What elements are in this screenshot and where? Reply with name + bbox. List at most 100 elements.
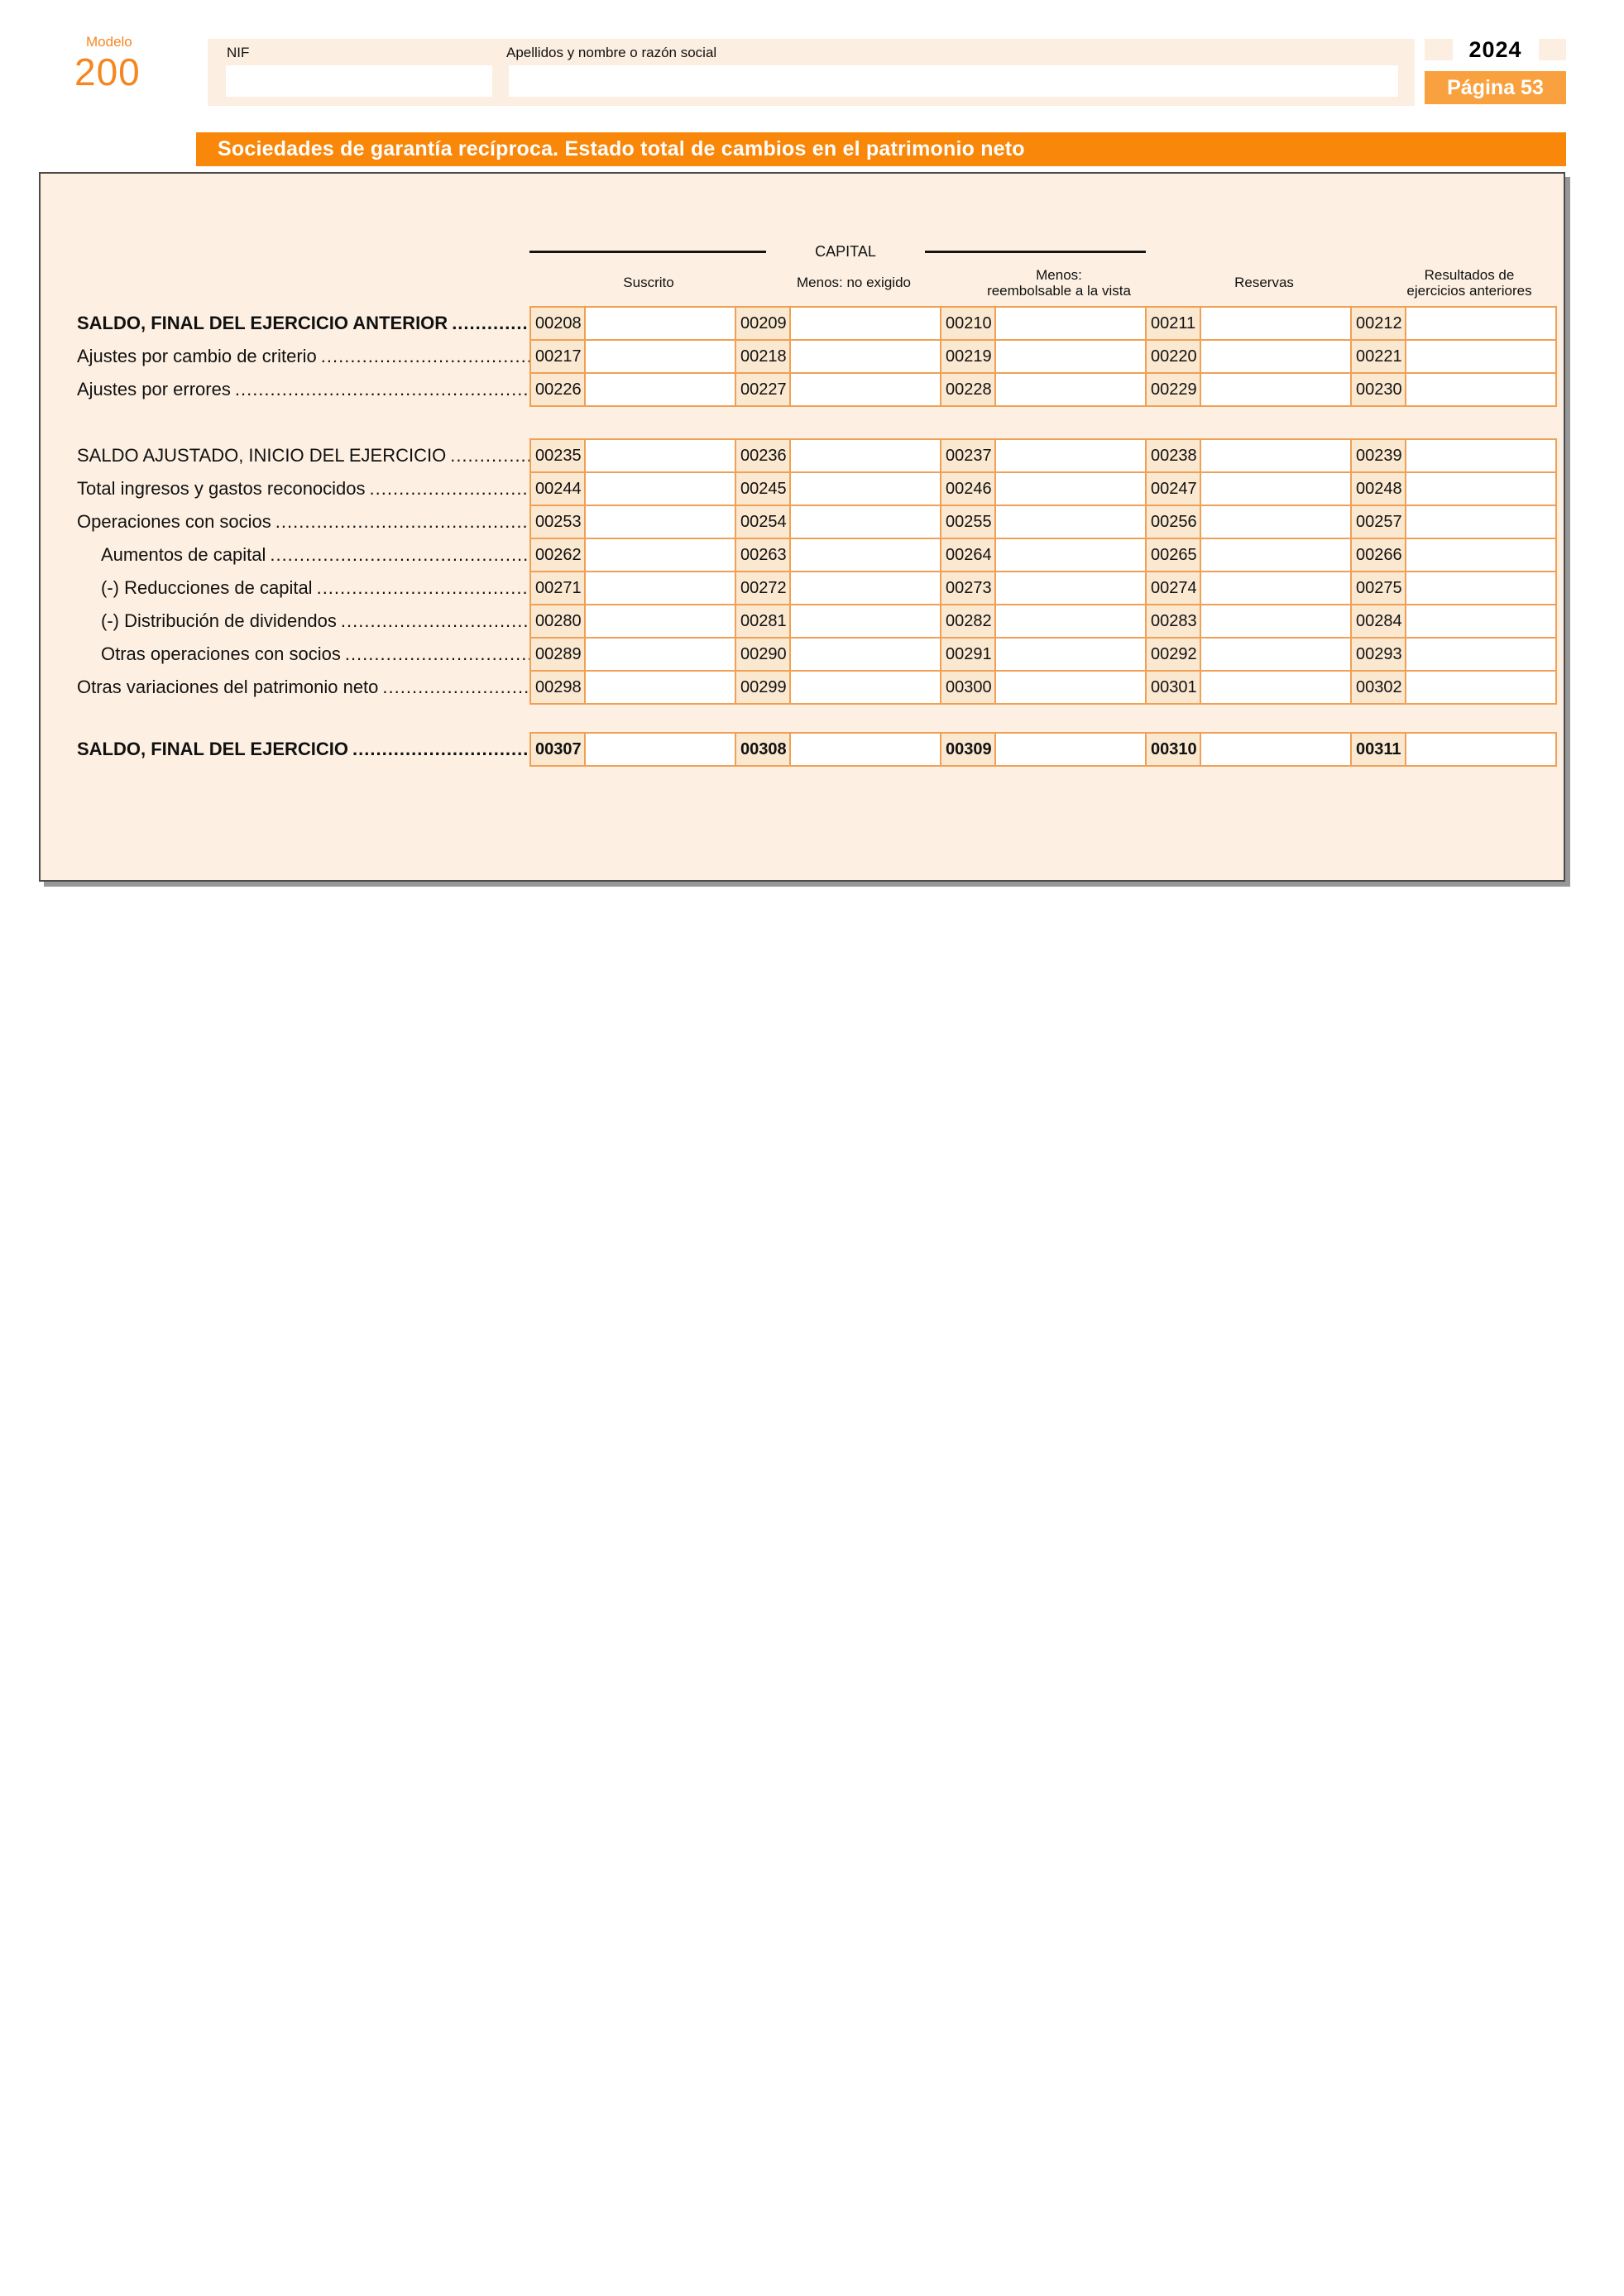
page-badge-label: Página 53 bbox=[1447, 75, 1544, 99]
value-input[interactable] bbox=[1405, 505, 1557, 539]
value-input[interactable] bbox=[789, 571, 941, 605]
value-input[interactable] bbox=[789, 471, 941, 506]
row-label: SALDO, FINAL DEL EJERCICIO ANTERIOR bbox=[77, 313, 448, 333]
code-box: 00230 bbox=[1350, 372, 1406, 407]
row-cells: 00307 00308 00309 00310 00311 bbox=[529, 732, 1557, 767]
code-box: 00289 bbox=[529, 637, 586, 672]
value-input[interactable] bbox=[1405, 637, 1557, 672]
code-box: 00209 bbox=[735, 306, 791, 341]
value-input[interactable] bbox=[584, 471, 736, 506]
modelo-number: 200 bbox=[74, 50, 141, 93]
value-input[interactable] bbox=[584, 670, 736, 705]
value-input[interactable] bbox=[1405, 670, 1557, 705]
value-input[interactable] bbox=[1200, 505, 1352, 539]
value-input[interactable] bbox=[1200, 339, 1352, 374]
value-input[interactable] bbox=[584, 538, 736, 572]
value-input[interactable] bbox=[994, 339, 1147, 374]
value-input[interactable] bbox=[994, 732, 1147, 767]
row-cells: 00208 00209 00210 00211 00212 bbox=[529, 306, 1557, 341]
value-input[interactable] bbox=[1200, 538, 1352, 572]
column-header-line: reembolsable a la vista bbox=[987, 283, 1131, 299]
value-input[interactable] bbox=[1200, 438, 1352, 473]
code-box: 00265 bbox=[1145, 538, 1201, 572]
value-input[interactable] bbox=[584, 604, 736, 639]
row-cells: 00298 00299 00300 00301 00302 bbox=[529, 670, 1557, 705]
table-row: Ajustes por errores.....................… bbox=[77, 372, 1557, 407]
value-input[interactable] bbox=[1200, 571, 1352, 605]
value-input[interactable] bbox=[1200, 637, 1352, 672]
value-input[interactable] bbox=[789, 505, 941, 539]
code-box: 00298 bbox=[529, 670, 586, 705]
value-input[interactable] bbox=[584, 372, 736, 407]
value-input[interactable] bbox=[789, 538, 941, 572]
value-input[interactable] bbox=[1405, 538, 1557, 572]
code-box: 00221 bbox=[1350, 339, 1406, 374]
code-box: 00291 bbox=[940, 637, 996, 672]
value-input[interactable] bbox=[584, 637, 736, 672]
value-input[interactable] bbox=[1405, 306, 1557, 341]
value-input[interactable] bbox=[1200, 732, 1352, 767]
value-input[interactable] bbox=[789, 604, 941, 639]
dot-leader: ........................................… bbox=[352, 739, 529, 759]
code-box: 00271 bbox=[529, 571, 586, 605]
value-input[interactable] bbox=[789, 306, 941, 341]
row-label: Operaciones con socios bbox=[77, 511, 271, 532]
value-input[interactable] bbox=[994, 372, 1147, 407]
value-input[interactable] bbox=[1200, 306, 1352, 341]
row-cells: 00226 00227 00228 00229 00230 bbox=[529, 372, 1557, 407]
value-input[interactable] bbox=[789, 339, 941, 374]
row-cells: 00217 00218 00219 00220 00221 bbox=[529, 339, 1557, 374]
code-box: 00217 bbox=[529, 339, 586, 374]
code-box: 00273 bbox=[940, 571, 996, 605]
value-input[interactable] bbox=[1405, 438, 1557, 473]
value-input[interactable] bbox=[789, 372, 941, 407]
value-input[interactable] bbox=[1200, 471, 1352, 506]
code-box: 00212 bbox=[1350, 306, 1406, 341]
year-box: 2024 bbox=[1452, 39, 1539, 61]
row-label: SALDO AJUSTADO, INICIO DEL EJERCICIO bbox=[77, 445, 447, 466]
value-input[interactable] bbox=[994, 538, 1147, 572]
value-input[interactable] bbox=[994, 670, 1147, 705]
value-input[interactable] bbox=[789, 670, 941, 705]
nif-input[interactable] bbox=[226, 65, 492, 97]
form-table: CAPITAL Suscrito Menos: no exigido Menos: r… bbox=[39, 172, 1565, 882]
value-input[interactable] bbox=[994, 571, 1147, 605]
value-input[interactable] bbox=[584, 339, 736, 374]
code-box: 00228 bbox=[940, 372, 996, 407]
code-box: 00266 bbox=[1350, 538, 1406, 572]
name-input[interactable] bbox=[509, 65, 1398, 97]
value-input[interactable] bbox=[994, 438, 1147, 473]
value-input[interactable] bbox=[1200, 604, 1352, 639]
dot-leader: ........................................… bbox=[450, 445, 529, 466]
value-input[interactable] bbox=[994, 306, 1147, 341]
value-input[interactable] bbox=[1200, 372, 1352, 407]
value-input[interactable] bbox=[584, 438, 736, 473]
value-input[interactable] bbox=[994, 505, 1147, 539]
value-input[interactable] bbox=[994, 637, 1147, 672]
column-header-line: ejercicios anteriores bbox=[1406, 283, 1532, 299]
row-label: Total ingresos y gastos reconocidos bbox=[77, 478, 366, 499]
value-input[interactable] bbox=[994, 471, 1147, 506]
value-input[interactable] bbox=[789, 637, 941, 672]
value-input[interactable] bbox=[584, 732, 736, 767]
value-input[interactable] bbox=[1200, 670, 1352, 705]
column-header: Resultados de ejercicios anteriores bbox=[1367, 261, 1572, 299]
value-input[interactable] bbox=[584, 571, 736, 605]
code-box: 00246 bbox=[940, 471, 996, 506]
code-box: 00227 bbox=[735, 372, 791, 407]
value-input[interactable] bbox=[994, 604, 1147, 639]
value-input[interactable] bbox=[1405, 471, 1557, 506]
code-box: 00219 bbox=[940, 339, 996, 374]
value-input[interactable] bbox=[584, 505, 736, 539]
value-input[interactable] bbox=[1405, 732, 1557, 767]
value-input[interactable] bbox=[1405, 372, 1557, 407]
value-input[interactable] bbox=[1405, 571, 1557, 605]
value-input[interactable] bbox=[1405, 339, 1557, 374]
value-input[interactable] bbox=[584, 306, 736, 341]
column-header: Suscrito bbox=[546, 261, 751, 299]
value-input[interactable] bbox=[789, 438, 941, 473]
value-input[interactable] bbox=[789, 732, 941, 767]
code-box: 00255 bbox=[940, 505, 996, 539]
value-input[interactable] bbox=[1405, 604, 1557, 639]
